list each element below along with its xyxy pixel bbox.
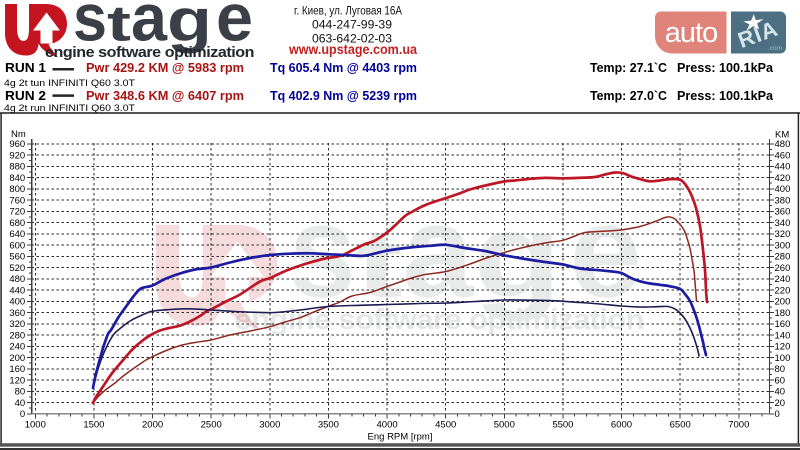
svg-text:0: 0 bbox=[20, 409, 25, 420]
svg-text:RUN 1: RUN 1 bbox=[5, 61, 46, 75]
svg-text:Tq 402.9 Nm @ 5239 rpm: Tq 402.9 Nm @ 5239 rpm bbox=[270, 88, 417, 103]
svg-text:840: 840 bbox=[9, 173, 25, 184]
svg-text:www.upstage.com.ua: www.upstage.com.ua bbox=[288, 42, 417, 57]
svg-text:280: 280 bbox=[9, 330, 25, 341]
svg-text:6500: 6500 bbox=[670, 420, 691, 431]
svg-text:063-642-02-03: 063-642-02-03 bbox=[312, 34, 392, 46]
svg-text:Temp: 27.0`C: Temp: 27.0`C bbox=[590, 88, 668, 103]
svg-text:0: 0 bbox=[775, 409, 780, 420]
svg-text:Nm: Nm bbox=[11, 129, 26, 140]
svg-text:KM: KM bbox=[775, 130, 789, 141]
svg-text:4500: 4500 bbox=[435, 420, 456, 431]
svg-text:40: 40 bbox=[15, 398, 26, 409]
svg-text:2500: 2500 bbox=[201, 420, 222, 431]
svg-text:80: 80 bbox=[15, 387, 26, 398]
svg-text:340: 340 bbox=[775, 218, 791, 229]
svg-text:3500: 3500 bbox=[318, 420, 339, 431]
svg-text:480: 480 bbox=[775, 139, 791, 150]
svg-text:420: 420 bbox=[775, 173, 791, 184]
svg-text:044-247-99-39: 044-247-99-39 bbox=[312, 20, 392, 32]
svg-text:Tq 605.4 Nm @ 4403 rpm: Tq 605.4 Nm @ 4403 rpm bbox=[270, 60, 417, 75]
svg-text:60: 60 bbox=[775, 375, 786, 386]
svg-text:360: 360 bbox=[9, 308, 25, 319]
svg-text:440: 440 bbox=[9, 285, 25, 296]
svg-text:920: 920 bbox=[9, 150, 25, 161]
svg-text:RUN 2: RUN 2 bbox=[5, 89, 46, 103]
svg-text:20: 20 bbox=[775, 398, 786, 409]
svg-text:520: 520 bbox=[9, 263, 25, 274]
svg-text:140: 140 bbox=[775, 330, 791, 341]
svg-text:300: 300 bbox=[775, 240, 791, 251]
svg-text:4g 2t tun INFINITI Q60 3.0T: 4g 2t tun INFINITI Q60 3.0T bbox=[4, 78, 135, 89]
svg-text:460: 460 bbox=[775, 150, 791, 161]
svg-text:600: 600 bbox=[9, 240, 25, 251]
svg-text:2000: 2000 bbox=[142, 420, 163, 431]
svg-text:240: 240 bbox=[775, 274, 791, 285]
svg-text:40: 40 bbox=[775, 387, 786, 398]
svg-text:240: 240 bbox=[9, 342, 25, 353]
svg-text:120: 120 bbox=[9, 375, 25, 386]
svg-text:Press: 100.1kPa: Press: 100.1kPa bbox=[677, 88, 774, 103]
svg-text:440: 440 bbox=[775, 162, 791, 173]
svg-text:380: 380 bbox=[775, 195, 791, 206]
svg-text:7000: 7000 bbox=[728, 420, 749, 431]
svg-text:480: 480 bbox=[9, 274, 25, 285]
svg-text:Pwr 348.6 KM @ 6407 rpm: Pwr 348.6 KM @ 6407 rpm bbox=[86, 88, 244, 103]
svg-text:180: 180 bbox=[775, 308, 791, 319]
svg-text:160: 160 bbox=[775, 319, 791, 330]
svg-text:Temp: 27.1`C: Temp: 27.1`C bbox=[590, 60, 668, 75]
svg-text:Pwr 429.2 KM @ 5983 rpm: Pwr 429.2 KM @ 5983 rpm bbox=[86, 60, 244, 75]
svg-text:.com: .com bbox=[768, 45, 782, 52]
svg-text:5000: 5000 bbox=[494, 420, 515, 431]
svg-text:400: 400 bbox=[775, 184, 791, 195]
svg-text:Press: 100.1kPa: Press: 100.1kPa bbox=[677, 60, 774, 75]
svg-text:160: 160 bbox=[9, 364, 25, 375]
svg-text:400: 400 bbox=[9, 297, 25, 308]
svg-text:560: 560 bbox=[9, 252, 25, 263]
svg-text:6000: 6000 bbox=[611, 420, 632, 431]
svg-text:220: 220 bbox=[775, 285, 791, 296]
svg-text:80: 80 bbox=[775, 364, 786, 375]
svg-text:200: 200 bbox=[9, 353, 25, 364]
svg-text:680: 680 bbox=[9, 218, 25, 229]
svg-text:4g 2t run INFINITI Q60 3.0T: 4g 2t run INFINITI Q60 3.0T bbox=[4, 103, 135, 114]
svg-text:Eng RPM [rpm]: Eng RPM [rpm] bbox=[368, 432, 433, 443]
svg-text:800: 800 bbox=[9, 184, 25, 195]
svg-text:760: 760 bbox=[9, 195, 25, 206]
svg-text:1500: 1500 bbox=[83, 420, 104, 431]
svg-text:100: 100 bbox=[775, 353, 791, 364]
svg-text:260: 260 bbox=[775, 263, 791, 274]
svg-text:г. Киев, ул. Луговая 16А: г. Киев, ул. Луговая 16А bbox=[294, 6, 402, 18]
svg-text:5500: 5500 bbox=[552, 420, 573, 431]
svg-text:360: 360 bbox=[775, 207, 791, 218]
svg-text:120: 120 bbox=[775, 342, 791, 353]
svg-text:320: 320 bbox=[775, 229, 791, 240]
svg-text:640: 640 bbox=[9, 229, 25, 240]
svg-text:720: 720 bbox=[9, 207, 25, 218]
svg-text:320: 320 bbox=[9, 319, 25, 330]
svg-text:3000: 3000 bbox=[259, 420, 280, 431]
svg-text:200: 200 bbox=[775, 297, 791, 308]
svg-text:4000: 4000 bbox=[377, 420, 398, 431]
svg-text:280: 280 bbox=[775, 252, 791, 263]
svg-text:960: 960 bbox=[9, 139, 25, 150]
svg-text:1000: 1000 bbox=[25, 420, 46, 431]
svg-text:880: 880 bbox=[9, 162, 25, 173]
svg-text:auto: auto bbox=[665, 17, 717, 49]
